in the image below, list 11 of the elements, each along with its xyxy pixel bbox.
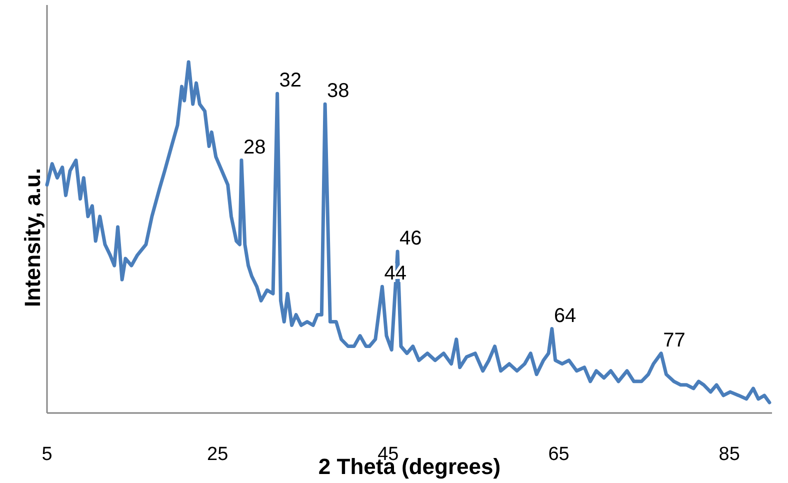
x-tick-label: 85 xyxy=(718,444,740,465)
x-tick-label: 25 xyxy=(207,444,228,465)
annotation: 38 xyxy=(327,80,350,102)
annotation: 64 xyxy=(554,304,576,327)
x-tick-label: 5 xyxy=(42,444,52,465)
annotation: 77 xyxy=(663,329,686,352)
annotation: 28 xyxy=(243,136,266,158)
y-axis-title: Intensity, a.u. xyxy=(20,168,45,307)
annotation: 32 xyxy=(279,70,302,92)
annotation: 46 xyxy=(400,228,422,250)
x-tick-label: 65 xyxy=(548,444,570,465)
